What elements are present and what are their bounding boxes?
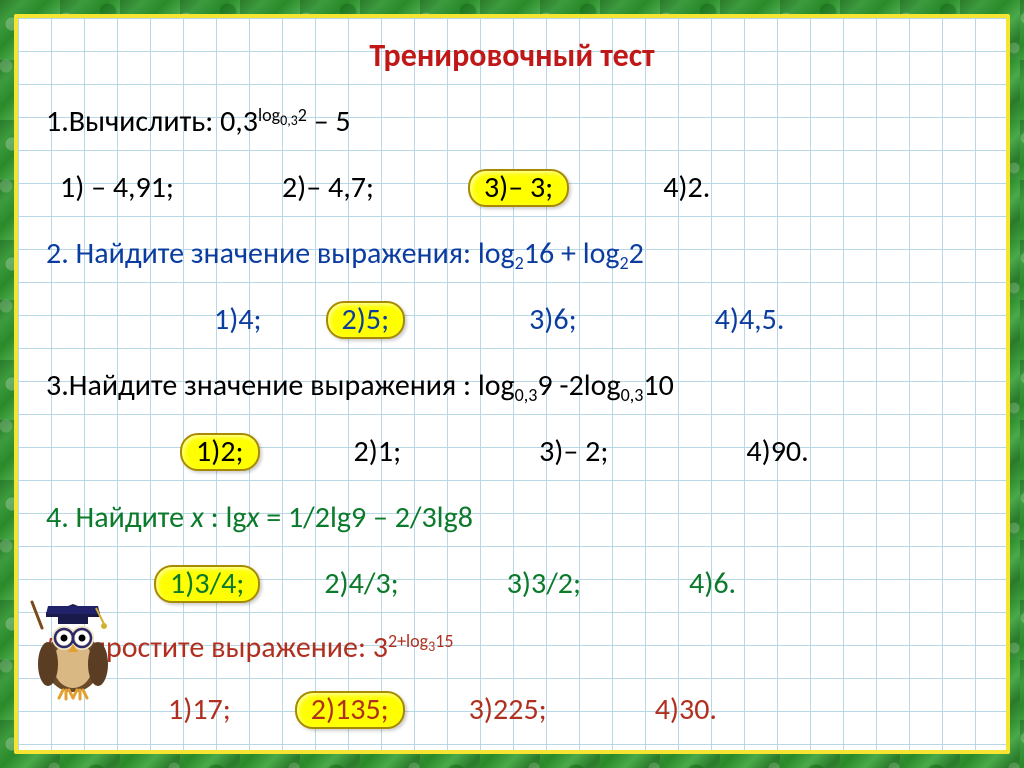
p5-ans-1: 1) 17;	[154, 693, 245, 727]
p3-arg-b: 10	[643, 367, 673, 404]
p3-arg-a: 9 -2log	[537, 367, 620, 404]
p2-stem: 2. Найдите значение выражения: log216 + …	[46, 221, 978, 287]
p1-ans-2: 2) – 4,7;	[268, 171, 388, 205]
p4-ans-3: 3) 3/2;	[493, 567, 595, 601]
p1-ans-4: 4) 2.	[649, 171, 724, 205]
p2-arg-b: 2	[629, 235, 644, 272]
p2-arg-a: 16 + log	[524, 235, 620, 272]
p1-stem-prefix: 1.Вычислить: 0,3	[46, 103, 258, 140]
p2-sub-a: 2	[515, 252, 524, 274]
p4-stem-a: 4. Найдите	[46, 499, 191, 536]
p3-stem-a: 3.Найдите значение выражения : log	[46, 367, 515, 404]
p4-stem: 4. Найдите х : lgx = 1/2lg9 – 2/3lg8	[46, 485, 978, 551]
p2-ans-4: 4) 4,5.	[701, 303, 799, 337]
p4-stem-d: = 1/2lg9 – 2/3lg8	[259, 499, 472, 536]
p1-exp-log: log	[258, 104, 280, 126]
leaf-frame: Тренировочный тест 1.Вычислить: 0,3log0,…	[0, 0, 1024, 768]
p5-ans-3: 3) 225;	[455, 693, 561, 727]
p1-exp-sub: 0,3	[280, 112, 298, 129]
p5-answers: 1) 17; 2) 135; 3) 225; 4) 30.	[46, 679, 978, 741]
page-title: Тренировочный тест	[46, 36, 978, 75]
p2-answers: 1) 4; 2) 5; 3) 6; 4) 4,5.	[46, 287, 978, 353]
p5-stem-a: 5. Упростите выражение: 3	[46, 629, 388, 666]
p3-stem: 3.Найдите значение выражения : log0,39 -…	[46, 353, 978, 419]
p4-stem-b: : lg	[204, 499, 247, 536]
p1-answers: 1) – 4,91; 2) – 4,7; 3) – 3; 4) 2.	[46, 155, 978, 221]
p2-ans-2-correct: 2) 5;	[326, 301, 406, 339]
p3-sub-a: 0,3	[515, 384, 538, 406]
p3-sub-b: 0,3	[621, 384, 644, 406]
p1-ans-3-correct: 3) – 3;	[468, 169, 569, 207]
grid-paper: Тренировочный тест 1.Вычислить: 0,3log0,…	[18, 18, 1006, 750]
p5-exp-arg: 15	[435, 630, 453, 652]
p2-sub-b: 2	[620, 252, 629, 274]
p5-ans-2-correct: 2) 135;	[295, 691, 405, 729]
p5-ans-4: 4) 30.	[641, 693, 731, 727]
p5-exp-a: 2+log	[388, 630, 428, 652]
p2-ans-3: 3) 6;	[515, 303, 591, 337]
p4-x: x	[246, 499, 259, 536]
p4-ans-2: 2) 4/3;	[310, 567, 412, 601]
p3-ans-4: 4) 90.	[732, 435, 822, 469]
p4-ans-1-correct: 1) 3/4;	[154, 565, 260, 603]
p1-stem-suffix: – 5	[307, 103, 351, 140]
p3-ans-2: 2) 1;	[340, 435, 416, 469]
p1-exp-arg: 2	[298, 104, 307, 126]
p1-stem: 1.Вычислить: 0,3log0,32 – 5	[46, 89, 978, 155]
p4-answers: 1) 3/4; 2) 4/3; 3) 3/2; 4) 6.	[46, 551, 978, 617]
p2-ans-1: 1) 4;	[200, 303, 276, 337]
p3-ans-1-correct: 1) 2;	[180, 433, 260, 471]
p4-ans-4: 4) 6.	[675, 567, 750, 601]
p5-stem: 5. Упростите выражение: 32+log315	[46, 617, 978, 679]
inner-frame: Тренировочный тест 1.Вычислить: 0,3log0,…	[14, 14, 1010, 754]
p3-answers: 1) 2; 2) 1; 3) – 2; 4) 90.	[46, 419, 978, 485]
p3-ans-3: 3) – 2;	[525, 435, 622, 469]
p2-stem-a: 2. Найдите значение выражения: log	[46, 235, 515, 272]
p4-var: х	[191, 499, 204, 536]
p1-ans-1: 1) – 4,91;	[46, 171, 188, 205]
